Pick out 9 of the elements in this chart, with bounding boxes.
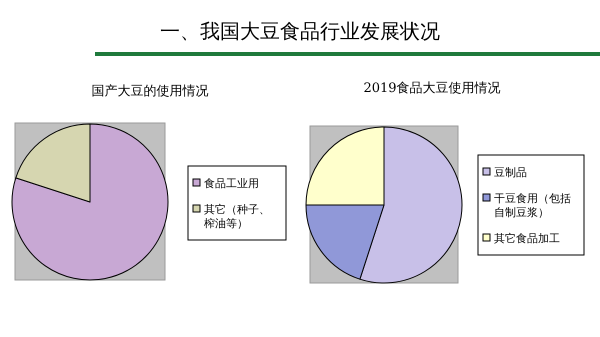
legend-label: 其它（种子、榨油等）	[204, 203, 270, 230]
legend-label: 豆制品	[494, 166, 527, 179]
legend-label: 食品工业用	[204, 177, 259, 190]
legend-label: 干豆食用（包括自制豆浆）	[494, 192, 571, 219]
chart-title: 国产大豆的使用情况	[92, 84, 208, 99]
pie-slice	[12, 124, 168, 280]
chart-title: 2019食品大豆使用情况	[363, 81, 501, 96]
text: 一、我国大豆食品行业发展状况	[160, 19, 440, 43]
legend-label: 其它食品加工	[494, 232, 560, 245]
